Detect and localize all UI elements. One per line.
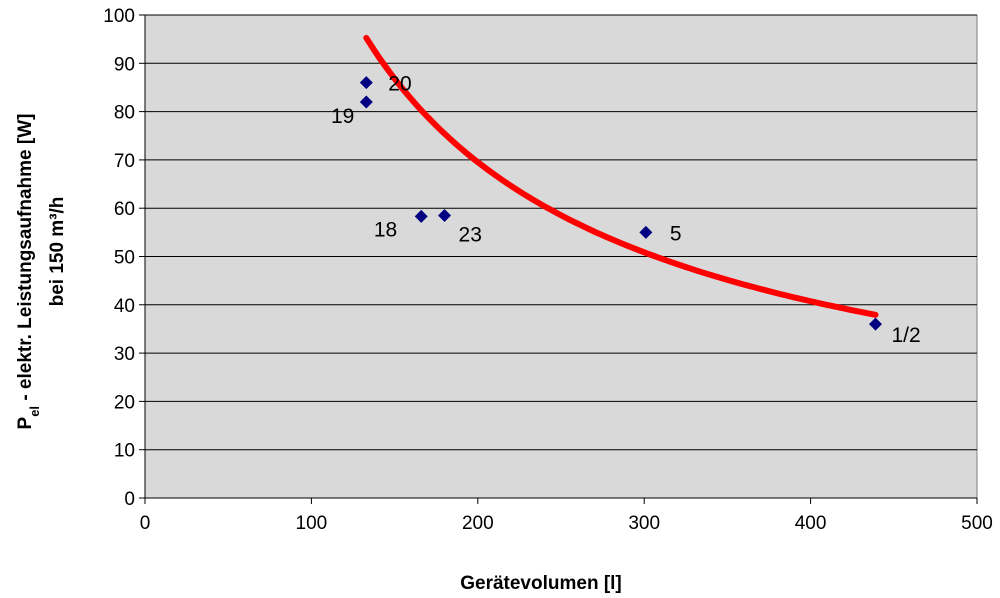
point-labels: 20 19 18 23 5 1/2 [331,73,921,347]
data-point-marker [639,225,653,239]
x-axis-ticks: 0 100 200 300 400 500 [140,497,993,534]
y-axis-title-line1: Pel - elektr. Leistungsaufnahme [W] [15,114,42,430]
y-tick-label: 40 [114,296,135,317]
y-tick-label: 10 [114,441,135,462]
data-point-label: 19 [331,105,354,128]
y-tick-label: 50 [114,248,135,269]
data-point-label: 23 [459,223,482,246]
data-point-marker [868,317,882,331]
x-tick-label: 0 [140,513,151,534]
data-point-label: 18 [374,218,397,241]
y-axis-title-symbol: P [15,416,36,429]
data-point-label: 1/2 [891,324,920,347]
y-axis-title-rest: - elektr. Leistungsaufnahme [W] [15,114,36,406]
data-point-marker [438,208,452,222]
data-point-marker [414,209,428,223]
y-tick-label: 20 [114,392,135,413]
y-tick-label: 90 [114,54,135,75]
y-tick-label: 100 [103,6,135,27]
y-tick-label: 60 [114,199,135,220]
data-point-label: 20 [388,73,411,96]
x-tick-label: 400 [795,513,827,534]
data-point-marker [359,76,373,90]
data-point-marker [359,95,373,109]
x-tick-label: 500 [961,513,993,534]
y-axis-title-line2: bei 150 m³/h [47,197,68,307]
x-axis-title: Gerätevolumen [l] [460,573,622,594]
y-tick-label: 80 [114,103,135,124]
data-points [359,76,882,331]
y-tick-label: 70 [114,151,135,172]
y-axis-ticks: 0 10 20 30 40 50 60 70 80 90 100 [103,6,146,510]
x-tick-label: 100 [296,513,328,534]
y-axis-title-subscript: el [27,406,42,417]
x-tick-label: 200 [462,513,494,534]
trend-line [363,34,879,318]
y-tick-label: 0 [124,489,135,510]
x-tick-label: 300 [628,513,660,534]
y-tick-label: 30 [114,344,135,365]
data-point-label: 5 [670,222,682,245]
